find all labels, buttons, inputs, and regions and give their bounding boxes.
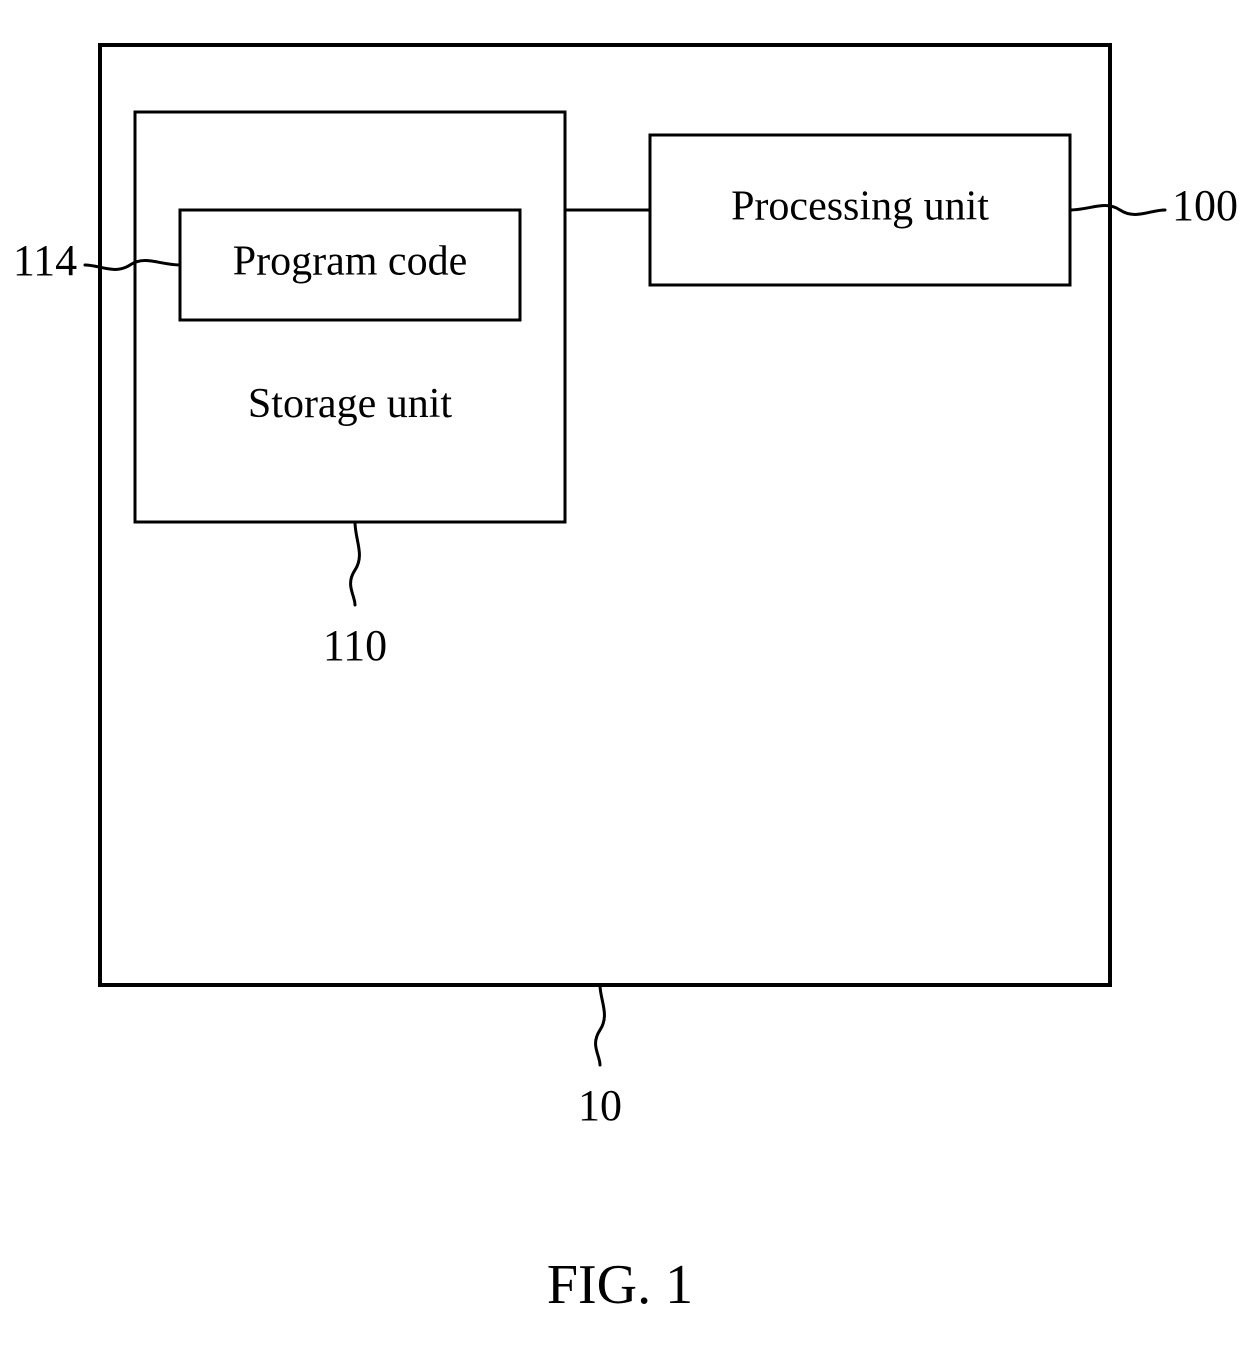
ref-number-110: 110	[323, 621, 387, 670]
ref-number-114: 114	[13, 236, 77, 285]
storage-unit-label: Storage unit	[248, 381, 452, 427]
storage-unit-box	[135, 112, 565, 522]
ref-number-10: 10	[578, 1081, 622, 1130]
leader-110	[351, 522, 360, 605]
leader-100	[1070, 206, 1165, 215]
program-code-label: Program code	[233, 239, 467, 285]
ref-number-100: 100	[1172, 181, 1238, 230]
figure-caption: FIG. 1	[547, 1254, 693, 1316]
processing-unit-label: Processing unit	[731, 184, 989, 230]
leader-10	[596, 985, 605, 1065]
